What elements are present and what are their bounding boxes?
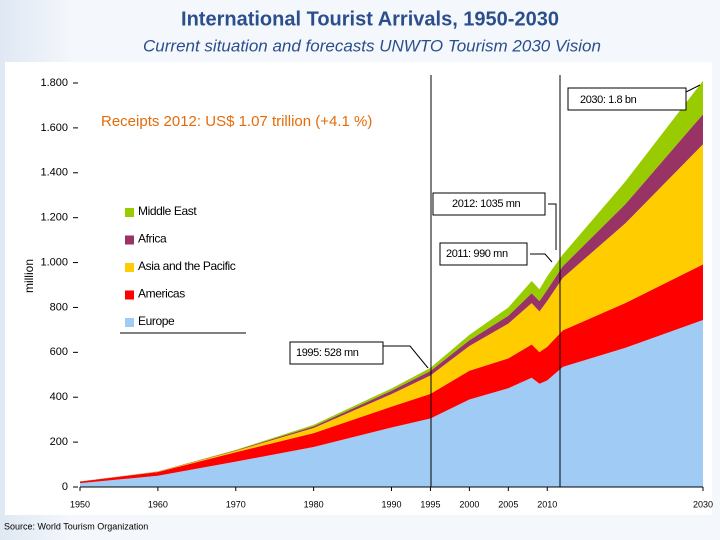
legend-label: Middle East xyxy=(138,204,197,218)
annotation: 2011: 990 mn xyxy=(446,248,508,260)
legend-swatch xyxy=(125,318,134,327)
x-tick-label: 1960 xyxy=(148,499,168,509)
chart-subtitle: Current situation and forecasts UNWTO To… xyxy=(143,36,601,55)
area xyxy=(80,144,703,482)
annotation-box xyxy=(432,192,546,216)
y-tick-label: 1.000 xyxy=(40,256,68,268)
annotation-box xyxy=(567,87,687,111)
annotation-leader xyxy=(548,203,557,250)
chart-title: International Tourist Arrivals, 1950-203… xyxy=(181,8,559,30)
y-tick-label: 1.200 xyxy=(40,212,68,224)
annotation-box xyxy=(289,341,384,365)
y-axis-label: million xyxy=(22,259,36,293)
legend-swatch xyxy=(125,235,134,245)
x-tick-label: 1995 xyxy=(420,499,440,509)
legend-label: Asia and the Pacific xyxy=(138,259,236,273)
annotation-leader xyxy=(685,84,701,93)
annotation: 1995: 528 mn xyxy=(296,347,359,359)
x-tick-label: 2000 xyxy=(459,499,479,509)
annotation: 2012: 1035 mn xyxy=(452,198,520,210)
x-tick-label: 1970 xyxy=(226,499,246,509)
area xyxy=(80,320,703,487)
legend-swatch xyxy=(125,208,134,217)
annotation-box xyxy=(439,242,528,266)
legend-label: Africa xyxy=(138,232,167,246)
y-tick-label: 200 xyxy=(50,436,68,448)
y-tick-label: 800 xyxy=(50,301,68,313)
legend-label: Americas xyxy=(138,287,185,301)
y-tick-label: 400 xyxy=(50,391,68,403)
legend-swatch xyxy=(125,290,134,300)
legend-swatch xyxy=(125,263,134,272)
source: Source: World Tourism Organization xyxy=(4,521,148,531)
annotation: 2030: 1.8 bn xyxy=(580,94,637,106)
x-tick-label: 2010 xyxy=(537,499,557,509)
x-tick-label: 2030 xyxy=(693,499,713,509)
x-tick-label: 1980 xyxy=(304,499,324,509)
legend-label: Europe xyxy=(138,314,175,328)
y-tick-label: 1.800 xyxy=(40,77,68,89)
y-tick-label: 1.400 xyxy=(40,167,68,179)
y-tick-label: 1.600 xyxy=(40,122,68,134)
annotation-leader xyxy=(383,345,429,369)
receipts-note: Receipts 2012: US$ 1.07 trillion (+4.1 %… xyxy=(101,113,372,130)
annotation-leader xyxy=(530,253,553,263)
y-tick-label: 600 xyxy=(50,346,68,358)
x-tick-label: 2005 xyxy=(498,499,518,509)
y-tick-label: 0 xyxy=(62,481,68,493)
x-tick-label: 1990 xyxy=(381,499,401,509)
x-tick-label: 1950 xyxy=(70,499,90,509)
